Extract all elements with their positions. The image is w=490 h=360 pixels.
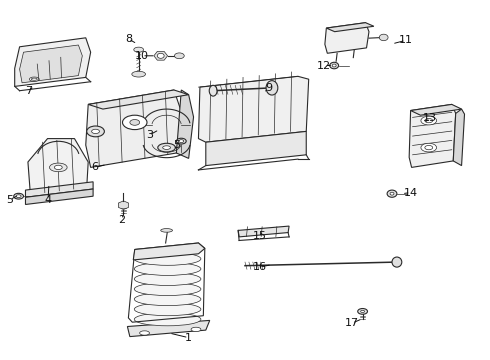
Ellipse shape (176, 138, 186, 144)
Ellipse shape (134, 47, 144, 52)
Ellipse shape (266, 81, 278, 95)
Polygon shape (133, 243, 205, 260)
Ellipse shape (87, 126, 104, 137)
Ellipse shape (130, 120, 140, 125)
Ellipse shape (122, 115, 147, 130)
Ellipse shape (134, 273, 201, 285)
Text: 4: 4 (45, 195, 51, 205)
Polygon shape (20, 45, 82, 83)
Text: 8: 8 (125, 34, 132, 44)
Polygon shape (86, 90, 181, 167)
Polygon shape (88, 90, 189, 109)
Ellipse shape (157, 53, 164, 58)
Ellipse shape (134, 262, 201, 275)
Text: 5: 5 (173, 140, 180, 150)
Polygon shape (326, 23, 374, 32)
Ellipse shape (390, 192, 394, 195)
Polygon shape (453, 109, 465, 166)
Ellipse shape (174, 53, 184, 59)
Polygon shape (325, 23, 369, 53)
Text: 6: 6 (91, 162, 98, 172)
Ellipse shape (379, 34, 388, 41)
Text: 13: 13 (423, 113, 437, 123)
Text: 7: 7 (25, 86, 32, 96)
Ellipse shape (31, 78, 37, 80)
Ellipse shape (421, 116, 437, 125)
Ellipse shape (49, 163, 67, 172)
Ellipse shape (425, 145, 433, 150)
Polygon shape (198, 76, 309, 142)
Text: 9: 9 (265, 83, 272, 93)
Ellipse shape (134, 313, 201, 326)
Ellipse shape (140, 331, 149, 335)
Polygon shape (25, 189, 93, 204)
Ellipse shape (163, 146, 171, 149)
Text: 5: 5 (6, 195, 13, 205)
Ellipse shape (92, 129, 99, 134)
Polygon shape (176, 90, 194, 158)
Ellipse shape (158, 143, 175, 152)
Polygon shape (206, 131, 306, 166)
Ellipse shape (425, 118, 433, 123)
Text: 15: 15 (253, 231, 267, 241)
Text: 17: 17 (345, 318, 359, 328)
Text: 14: 14 (404, 188, 417, 198)
Ellipse shape (54, 165, 62, 170)
Text: 3: 3 (146, 130, 153, 140)
Polygon shape (15, 38, 91, 86)
Ellipse shape (134, 283, 201, 296)
Ellipse shape (387, 190, 397, 197)
Ellipse shape (358, 309, 368, 314)
Text: 2: 2 (118, 215, 125, 225)
Ellipse shape (392, 257, 402, 267)
Text: 12: 12 (318, 60, 331, 71)
Text: 11: 11 (399, 35, 413, 45)
Ellipse shape (14, 193, 24, 199)
Ellipse shape (332, 64, 336, 67)
Ellipse shape (134, 293, 201, 306)
Ellipse shape (421, 143, 437, 152)
Ellipse shape (161, 229, 172, 232)
Polygon shape (411, 104, 462, 115)
Ellipse shape (361, 310, 365, 312)
Ellipse shape (330, 62, 339, 69)
Ellipse shape (132, 71, 146, 77)
Polygon shape (238, 226, 289, 237)
Ellipse shape (16, 195, 21, 198)
Polygon shape (409, 104, 456, 167)
Text: 10: 10 (135, 51, 149, 61)
Polygon shape (25, 182, 93, 197)
Text: 16: 16 (253, 262, 267, 272)
Text: 1: 1 (185, 333, 192, 343)
Ellipse shape (134, 252, 201, 265)
Polygon shape (28, 139, 88, 194)
Ellipse shape (191, 327, 201, 332)
Ellipse shape (209, 85, 217, 96)
Ellipse shape (29, 77, 39, 81)
Polygon shape (127, 320, 210, 337)
Ellipse shape (134, 303, 201, 316)
Ellipse shape (179, 140, 184, 143)
